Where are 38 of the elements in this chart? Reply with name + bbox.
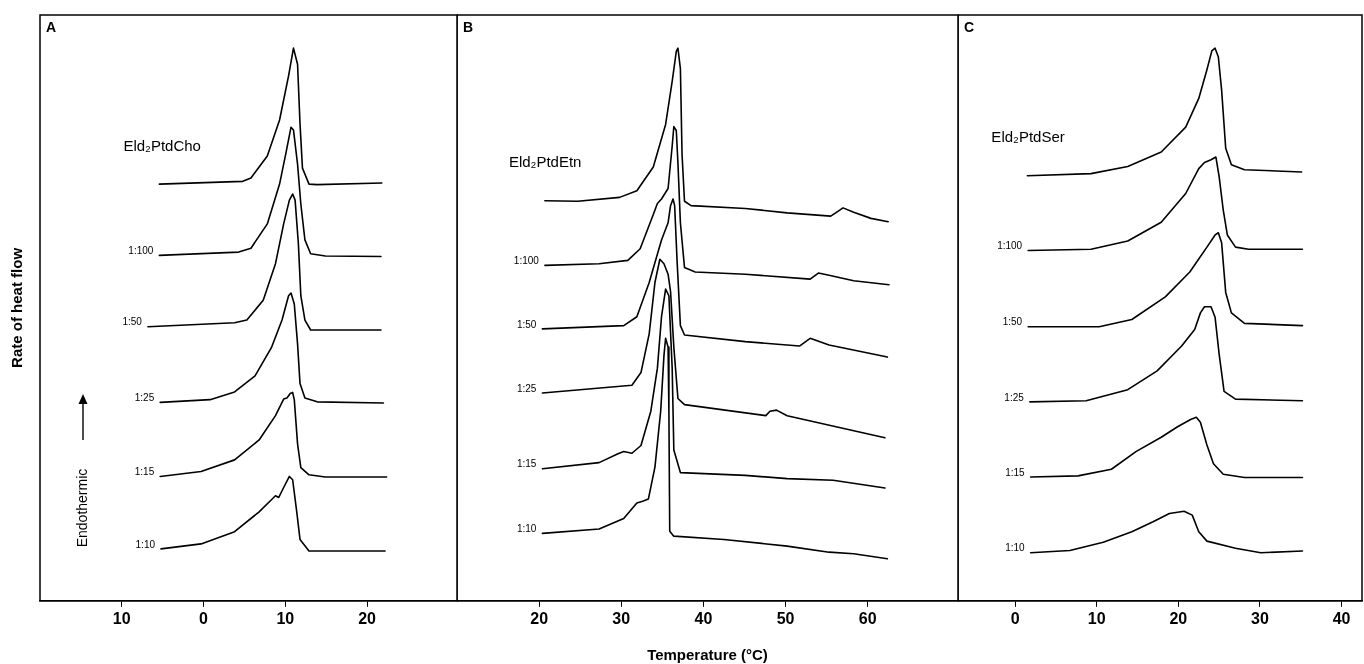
x-tick-label: 30: [612, 609, 631, 627]
series-label: 1:25: [134, 392, 155, 404]
y-axis-title: Rate of heat flow: [8, 247, 26, 368]
series-label: 1:25: [516, 382, 537, 394]
x-tick-label: 40: [1332, 609, 1351, 627]
x-tick-label: 50: [776, 609, 795, 627]
x-tick-label: 10: [276, 609, 295, 627]
x-axis-title: Temperature (°C): [647, 645, 768, 663]
text: Eld₂PtdEtn: [508, 153, 582, 171]
x-tick-label: 30: [1251, 609, 1269, 627]
series-label: 1:100: [513, 255, 540, 267]
x-tick-label: 0: [199, 609, 209, 627]
chart-title: C: [964, 18, 975, 35]
series-label: 1:10: [135, 538, 156, 550]
series-label: 1:25: [1004, 391, 1025, 403]
series-label: 1:100: [128, 245, 154, 257]
x-tick-label: 0: [1010, 609, 1020, 627]
chart-title: A: [46, 18, 57, 35]
x-tick-label: 20: [1169, 609, 1188, 627]
series-label: 1:50: [122, 316, 143, 328]
series-label: 1:15: [134, 466, 155, 478]
x-tick-label: 20: [530, 609, 549, 627]
series-label: 1:15: [516, 458, 537, 470]
series-label: 1:50: [516, 318, 537, 330]
series-label: 1:10: [1005, 542, 1026, 554]
series-label: Eld₂PtdSer: [991, 128, 1065, 146]
x-tick-label: 60: [858, 609, 877, 627]
series-label: 1:10: [516, 523, 537, 535]
series-label: Eld₂PtdCho: [123, 136, 201, 154]
annotation: Endothermic: [73, 468, 90, 548]
series-label: 1:50: [1002, 316, 1023, 328]
x-tick-label: 10: [1087, 609, 1106, 627]
x-tick-label: 20: [358, 609, 377, 627]
x-tick-label: 40: [694, 609, 713, 627]
chart-title: B: [463, 18, 474, 35]
series-label: 1:15: [1005, 466, 1026, 478]
series-label: 1:100: [997, 240, 1023, 252]
x-tick-label: 10: [112, 609, 131, 627]
